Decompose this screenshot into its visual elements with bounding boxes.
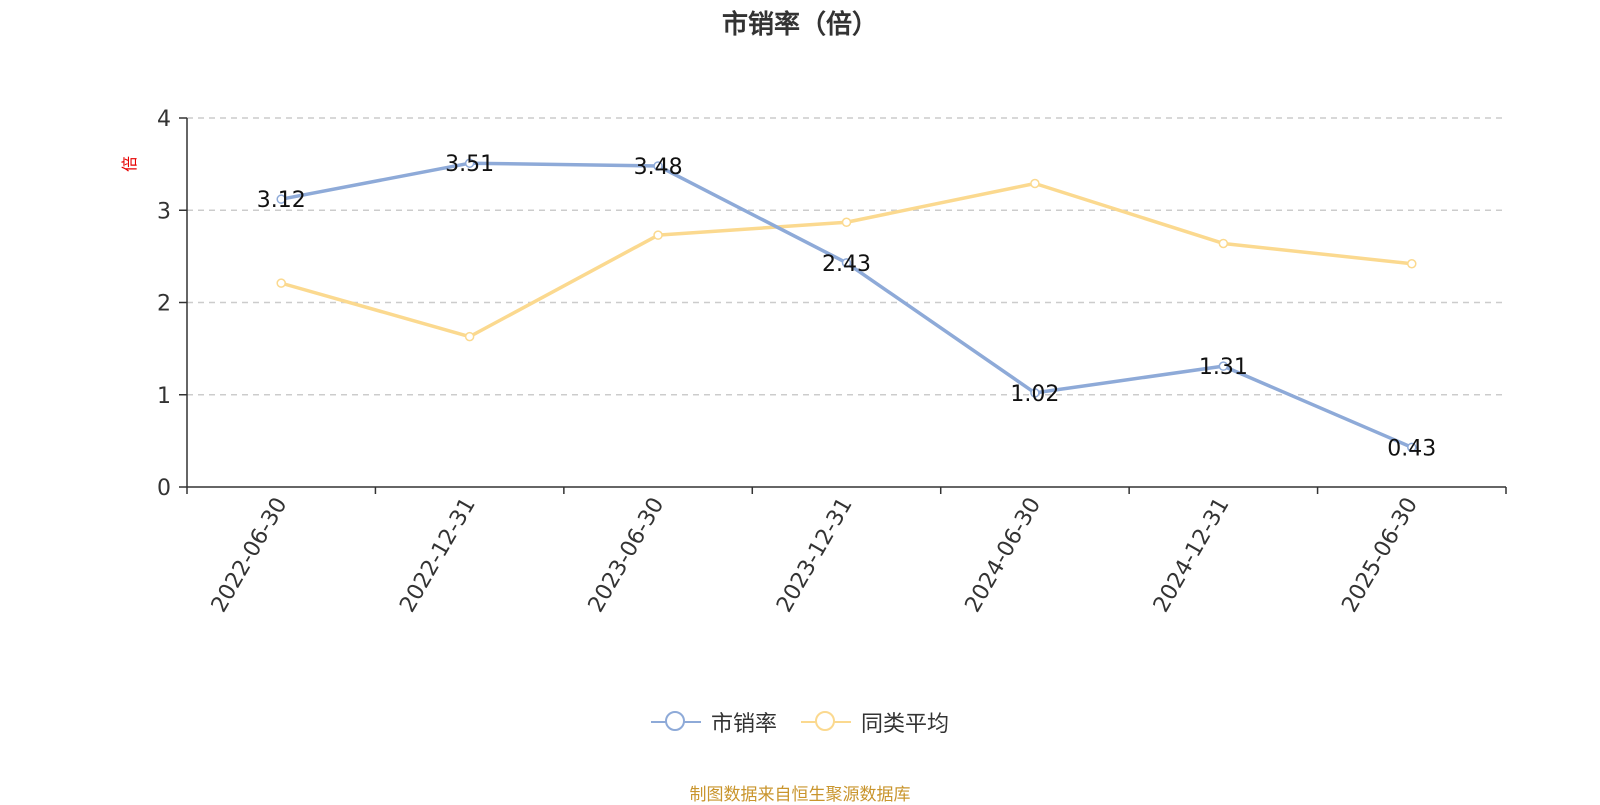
legend-item-peer-average[interactable]: 同类平均 (801, 706, 949, 738)
data-point-peer-average (1407, 259, 1417, 269)
source-note: 制图数据来自恒生聚源数据库 (689, 785, 911, 805)
legend-label-peer-average: 同类平均 (861, 712, 950, 737)
data-point-ps-ratio (841, 258, 852, 268)
y-tick-label: 4 (157, 107, 171, 132)
data-label: 1.02 (1010, 382, 1059, 407)
data-label: 3.12 (257, 188, 306, 213)
data-label: 3.51 (445, 152, 494, 177)
y-tick-label: 1 (157, 384, 171, 409)
data-point-peer-average (1218, 238, 1229, 249)
data-label: 2.43 (822, 252, 871, 277)
line-chart: 0 1 2 3 4 2022-06-30 2022-12-31 2023-06-30 2023-… (157, 107, 1507, 617)
series-line-ps-ratio (280, 161, 1413, 449)
legend-label-ps-ratio: 市销率 (710, 712, 777, 737)
data-point-ps-ratio (1218, 361, 1229, 371)
x-tick-label: 2022-06-30 (207, 494, 293, 617)
chart-title: 市销率（倍） (721, 10, 878, 40)
data-point-ps-ratio (1407, 442, 1417, 453)
x-tick-label: 2022-12-31 (395, 493, 481, 616)
legend-marker-ps-ratio (650, 709, 701, 735)
data-point-peer-average (276, 278, 286, 288)
data-label: 0.43 (1387, 436, 1436, 461)
data-point-peer-average (1030, 178, 1040, 189)
data-point-peer-average (841, 217, 852, 227)
y-tick-label: 3 (157, 199, 171, 224)
data-point-ps-ratio (1030, 388, 1040, 398)
data-point-ps-ratio (653, 161, 663, 171)
x-tick-label: 2023-12-31 (772, 494, 858, 617)
y-tick-label: 2 (157, 292, 171, 317)
x-tick-label: 2024-06-30 (961, 494, 1047, 617)
data-label: 1.31 (1199, 355, 1248, 380)
x-tick-label: 2024-12-31 (1149, 494, 1235, 617)
data-point-peer-average (464, 331, 475, 342)
data-point-ps-ratio (276, 194, 286, 204)
data-label: 3.48 (634, 155, 683, 180)
legend: 市销率 同类平均 (0, 706, 1600, 738)
x-tick-label: 2023-06-30 (584, 494, 670, 617)
y-tick-label: 0 (157, 476, 171, 501)
legend-item-ps-ratio[interactable]: 市销率 (650, 706, 777, 738)
legend-marker-peer-average (801, 709, 851, 735)
data-point-peer-average (653, 230, 663, 240)
data-point-ps-ratio (464, 158, 475, 168)
x-tick-label: 2025-06-30 (1337, 494, 1423, 617)
